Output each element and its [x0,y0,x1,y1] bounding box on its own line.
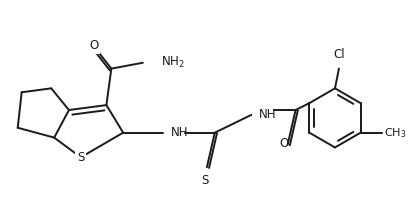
Text: NH$_2$: NH$_2$ [160,55,184,70]
Text: CH$_3$: CH$_3$ [383,126,406,140]
Text: NH: NH [170,126,187,139]
Text: Cl: Cl [332,48,344,61]
Text: O: O [279,137,288,150]
Text: O: O [89,40,98,52]
Text: S: S [77,151,84,164]
Text: S: S [201,174,208,187]
Text: NH: NH [258,108,276,121]
